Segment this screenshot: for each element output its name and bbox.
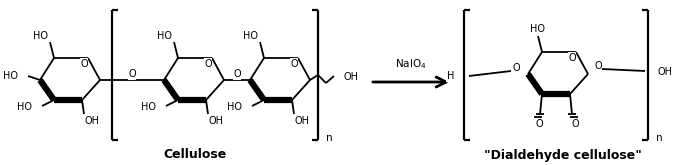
Text: OH: OH [658, 67, 673, 77]
Text: HO: HO [33, 31, 48, 41]
Text: HO: HO [17, 102, 32, 112]
Text: O: O [594, 61, 602, 71]
Text: H: H [447, 71, 454, 81]
Text: O: O [204, 59, 212, 69]
Text: O: O [80, 59, 88, 69]
Text: HO: HO [3, 71, 18, 81]
Text: OH: OH [209, 116, 224, 126]
Text: O: O [568, 53, 576, 63]
Text: O: O [290, 59, 298, 69]
Text: Cellulose: Cellulose [164, 148, 227, 162]
Text: O: O [535, 119, 543, 129]
Text: OH: OH [85, 116, 100, 126]
Text: O: O [571, 119, 579, 129]
Text: HO: HO [530, 24, 545, 34]
Text: O: O [512, 63, 520, 73]
Text: OH: OH [295, 116, 310, 126]
Text: HO: HO [157, 31, 172, 41]
Text: OH: OH [344, 72, 359, 82]
Text: HO: HO [243, 31, 258, 41]
Text: n: n [656, 133, 662, 143]
Text: O: O [128, 69, 136, 79]
Text: "Dialdehyde cellulose": "Dialdehyde cellulose" [484, 148, 642, 162]
Text: n: n [325, 133, 332, 143]
Text: O: O [233, 69, 241, 79]
Text: HO: HO [227, 102, 242, 112]
Text: NaIO$_4$: NaIO$_4$ [395, 57, 427, 71]
Text: HO: HO [141, 102, 156, 112]
